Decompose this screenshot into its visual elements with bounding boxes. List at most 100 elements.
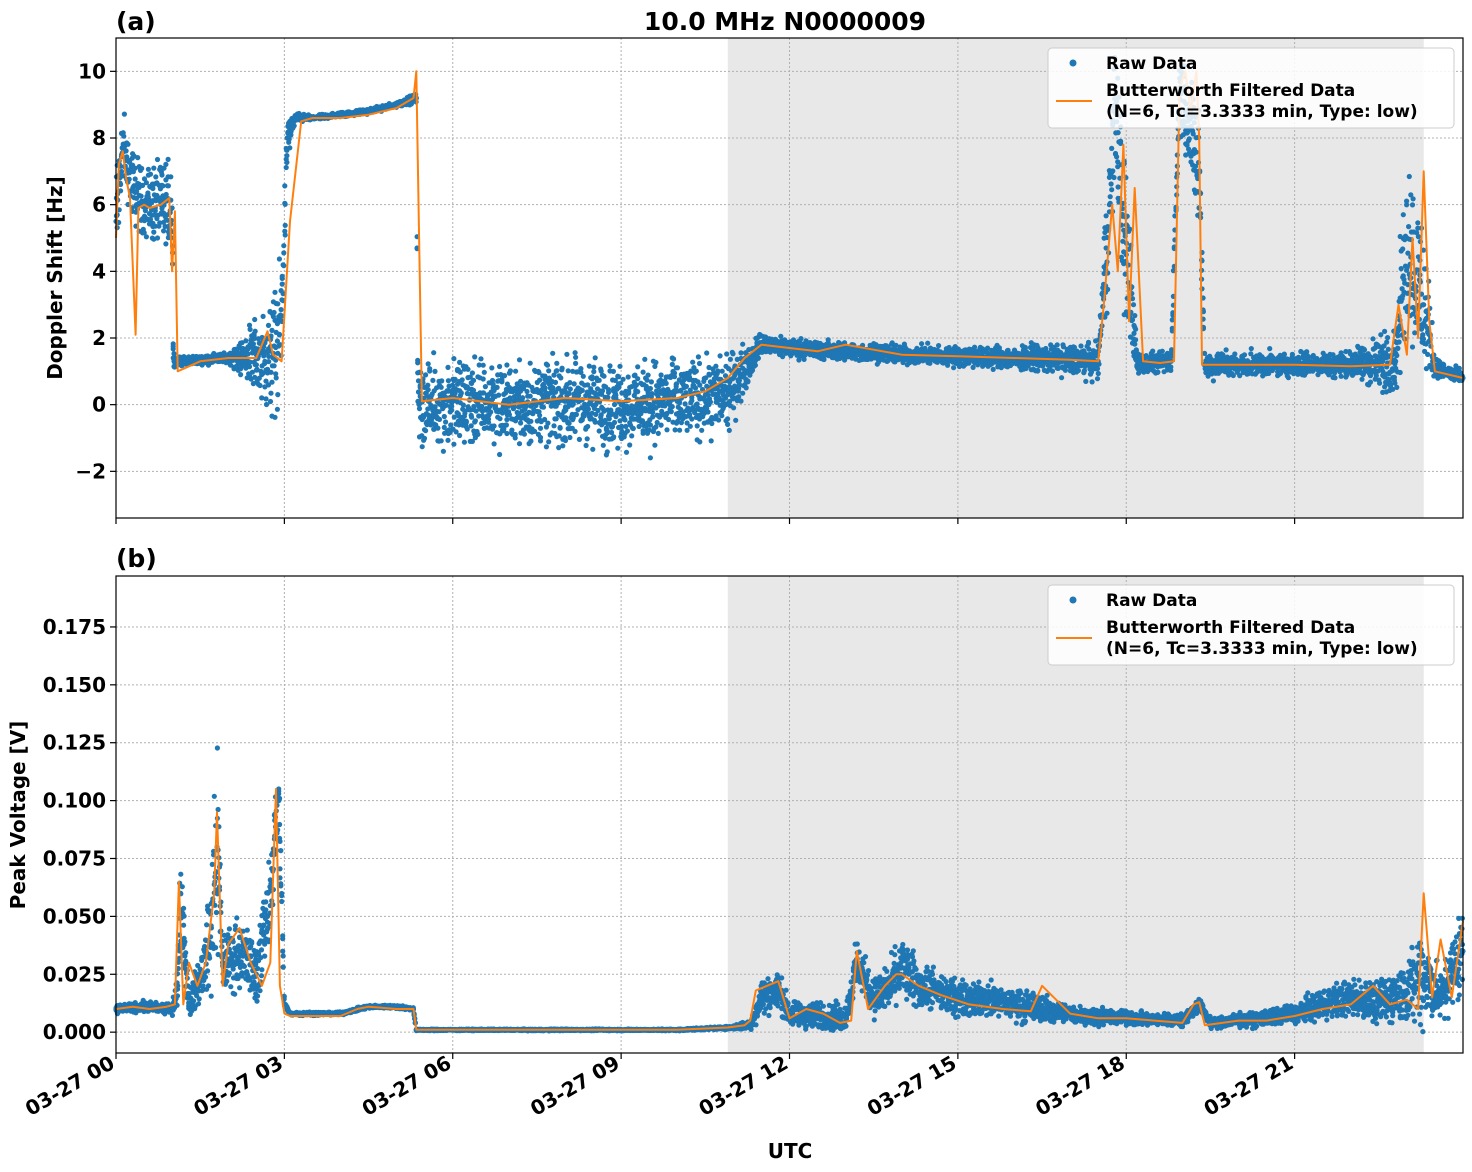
raw-point xyxy=(518,420,524,426)
raw-point xyxy=(260,313,266,319)
raw-point xyxy=(282,183,288,189)
raw-point xyxy=(615,445,621,451)
raw-point xyxy=(558,375,564,381)
raw-point xyxy=(719,413,725,419)
raw-point xyxy=(482,384,488,390)
raw-point xyxy=(160,183,166,189)
raw-point xyxy=(1104,310,1110,316)
raw-point xyxy=(1109,145,1115,151)
raw-point xyxy=(134,188,140,194)
raw-point xyxy=(1108,181,1114,187)
raw-point xyxy=(1232,351,1238,357)
raw-point xyxy=(171,351,177,357)
figure-title: 10.0 MHz N0000009 xyxy=(644,7,926,36)
raw-point xyxy=(524,388,530,395)
raw-point xyxy=(1133,326,1139,332)
raw-point xyxy=(246,322,253,328)
raw-point xyxy=(152,223,158,229)
raw-point xyxy=(1223,347,1229,353)
raw-point xyxy=(716,417,722,423)
raw-point xyxy=(591,364,597,370)
raw-point xyxy=(1155,369,1161,375)
raw-point xyxy=(528,418,534,424)
raw-point xyxy=(257,382,263,389)
raw-point xyxy=(247,359,253,365)
raw-point xyxy=(291,123,297,129)
raw-point xyxy=(1132,313,1138,319)
raw-point xyxy=(513,368,519,374)
raw-point xyxy=(451,441,457,447)
raw-point xyxy=(1281,351,1287,358)
raw-point xyxy=(272,289,278,295)
raw-point xyxy=(719,368,725,374)
raw-point xyxy=(585,406,592,412)
raw-point xyxy=(252,316,258,323)
raw-point xyxy=(272,414,278,420)
raw-point xyxy=(544,362,551,368)
raw-point xyxy=(672,427,678,433)
raw-point xyxy=(692,385,699,391)
raw-point xyxy=(516,357,523,363)
raw-point xyxy=(736,383,743,389)
raw-point xyxy=(1289,351,1295,357)
raw-point xyxy=(168,174,174,180)
raw-point xyxy=(620,376,626,382)
raw-point xyxy=(491,423,497,429)
raw-point xyxy=(145,166,151,172)
raw-point xyxy=(121,133,127,139)
panel-a-ylabel: Doppler Shift [Hz] xyxy=(43,176,67,380)
raw-point xyxy=(164,217,170,223)
raw-point xyxy=(540,404,547,410)
raw-point xyxy=(647,455,654,461)
raw-point xyxy=(669,404,675,410)
raw-point xyxy=(1085,340,1092,346)
raw-point xyxy=(438,384,444,390)
raw-point xyxy=(1241,352,1248,358)
raw-point xyxy=(121,111,127,117)
raw-point xyxy=(1115,130,1121,136)
raw-point xyxy=(738,398,744,404)
raw-point xyxy=(617,363,623,369)
raw-point xyxy=(717,353,723,359)
raw-point xyxy=(1103,213,1109,219)
raw-point xyxy=(118,188,124,194)
raw-point xyxy=(1059,375,1065,381)
raw-point xyxy=(1083,378,1089,384)
raw-point xyxy=(281,263,287,269)
raw-point xyxy=(430,377,436,383)
raw-point xyxy=(162,223,168,229)
raw-point xyxy=(415,378,422,384)
raw-point xyxy=(259,395,265,401)
raw-point xyxy=(211,350,217,357)
raw-point xyxy=(1111,174,1117,181)
raw-point xyxy=(1095,370,1101,377)
raw-point xyxy=(658,422,664,428)
raw-point xyxy=(586,363,592,369)
raw-point xyxy=(269,379,275,385)
raw-point xyxy=(1267,346,1273,352)
raw-point xyxy=(1110,168,1116,174)
raw-point xyxy=(650,409,656,415)
raw-point xyxy=(478,356,484,362)
raw-point xyxy=(449,403,455,409)
raw-point xyxy=(1130,302,1137,308)
raw-point xyxy=(713,363,719,369)
raw-point xyxy=(170,343,176,349)
raw-point xyxy=(671,356,677,362)
raw-point xyxy=(163,241,169,247)
raw-point xyxy=(159,172,165,178)
raw-point xyxy=(145,190,151,196)
raw-point xyxy=(596,428,602,434)
raw-point xyxy=(527,393,533,399)
raw-point xyxy=(565,368,571,374)
raw-point xyxy=(627,442,633,448)
raw-point xyxy=(125,141,131,147)
raw-point xyxy=(265,322,272,328)
raw-point xyxy=(281,250,287,256)
raw-point xyxy=(488,409,494,415)
raw-point xyxy=(118,168,125,175)
raw-point xyxy=(727,356,734,362)
raw-point xyxy=(542,385,548,391)
raw-point xyxy=(567,434,573,441)
raw-point xyxy=(683,383,690,389)
